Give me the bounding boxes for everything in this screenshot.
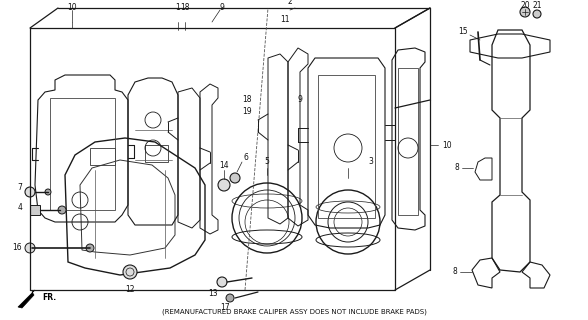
Circle shape <box>226 294 234 302</box>
Text: 16: 16 <box>12 244 22 252</box>
Text: 18: 18 <box>181 4 190 12</box>
Circle shape <box>25 243 35 253</box>
Circle shape <box>520 7 530 17</box>
Text: 20: 20 <box>520 1 530 10</box>
Text: 12: 12 <box>125 285 135 294</box>
Text: 9: 9 <box>219 4 225 12</box>
Text: 21: 21 <box>532 1 542 10</box>
Circle shape <box>533 10 541 18</box>
Text: 13: 13 <box>208 289 218 298</box>
Circle shape <box>25 187 35 197</box>
Text: 19: 19 <box>242 108 252 116</box>
Text: 10: 10 <box>442 140 452 149</box>
Text: (REMANUFACTURED BRAKE CALIPER ASSY DOES NOT INCLUDE BRAKE PADS): (REMANUFACTURED BRAKE CALIPER ASSY DOES … <box>162 308 426 315</box>
Text: 2: 2 <box>288 0 292 6</box>
Text: 17: 17 <box>220 303 230 313</box>
Circle shape <box>230 173 240 183</box>
Text: FR.: FR. <box>42 293 56 302</box>
Circle shape <box>218 179 230 191</box>
Text: 8: 8 <box>452 268 457 276</box>
Circle shape <box>123 265 137 279</box>
Text: 6: 6 <box>244 154 249 163</box>
Text: 9: 9 <box>297 95 302 105</box>
Polygon shape <box>30 205 40 215</box>
Circle shape <box>217 277 227 287</box>
Text: 14: 14 <box>219 161 229 170</box>
Text: 7: 7 <box>17 182 22 191</box>
Text: 18: 18 <box>242 95 252 105</box>
Polygon shape <box>18 290 35 308</box>
Text: 10: 10 <box>67 3 77 12</box>
Text: 3: 3 <box>368 157 373 166</box>
Circle shape <box>58 206 66 214</box>
Circle shape <box>86 244 94 252</box>
Text: 5: 5 <box>265 157 269 166</box>
Text: 8: 8 <box>455 164 459 172</box>
Text: 11: 11 <box>280 15 290 25</box>
Text: 15: 15 <box>459 28 468 36</box>
Circle shape <box>45 189 51 195</box>
Text: 1: 1 <box>176 3 181 12</box>
Text: 4: 4 <box>17 204 22 212</box>
